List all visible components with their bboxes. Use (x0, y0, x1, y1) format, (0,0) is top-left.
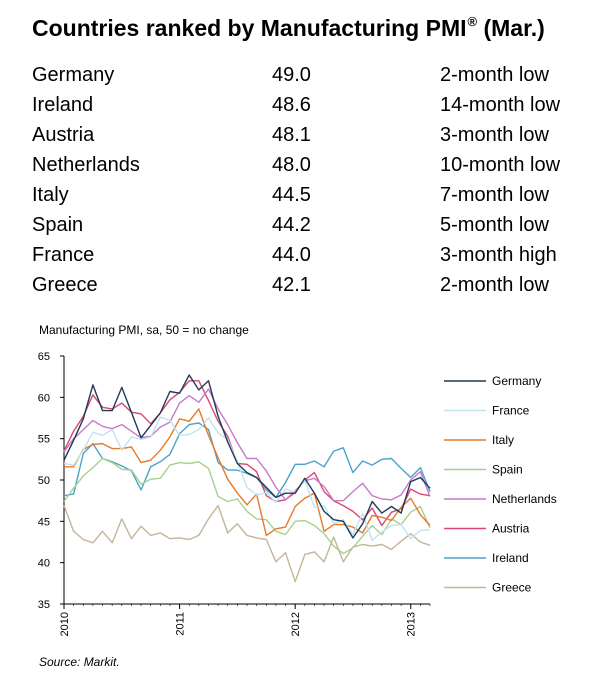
x-tick-label: 2011 (175, 612, 187, 636)
y-tick-label: 40 (38, 558, 50, 570)
legend-label: Ireland (492, 551, 529, 565)
ranking-country: Austria (32, 124, 95, 146)
series-line-italy (64, 408, 431, 537)
y-tick-label: 45 (38, 516, 50, 528)
series-line-france (63, 416, 431, 542)
series-line-ireland (63, 422, 431, 499)
ranking-row: Netherlands 48.0 10-month low (32, 150, 592, 180)
legend-label: France (492, 404, 530, 418)
chart-title: Manufacturing PMI, sa, 50 = no change (39, 323, 249, 337)
y-tick-label: 55 (38, 434, 50, 446)
y-tick-label: 50 (38, 475, 50, 487)
ranking-row: Ireland 48.6 14-month low (32, 90, 592, 120)
ranking-country: Germany (32, 64, 115, 86)
legend-label: Spain (492, 463, 523, 477)
ranking-row: Greece 42.1 2-month low (32, 270, 592, 300)
series-line-germany (63, 374, 431, 539)
ranking-row: Italy 44.5 7-month low (32, 180, 592, 210)
ranking-value: 48.6 (272, 94, 311, 116)
title-suffix: (Mar.) (483, 15, 545, 41)
y-tick-label: 65 (38, 351, 50, 363)
page-title: Countries ranked by Manufacturing PMI® (… (32, 14, 545, 42)
ranking-value: 44.2 (272, 214, 311, 236)
series-line-spain (63, 457, 431, 555)
ranking-country: Greece (32, 274, 98, 296)
legend-label: Greece (492, 581, 532, 595)
legend-label: Germany (492, 374, 541, 388)
y-tick-label: 35 (38, 599, 50, 611)
registered-mark: ® (467, 14, 478, 29)
title-text: Countries ranked by Manufacturing PMI (32, 15, 467, 41)
ranking-row: Spain 44.2 5-month low (32, 210, 592, 240)
ranking-note: 7-month low (440, 184, 549, 206)
ranking-table: Germany 49.0 2-month low Ireland 48.6 14-mon… (32, 60, 592, 300)
series-line-greece (63, 504, 431, 583)
series-line-austria (63, 380, 431, 527)
legend-label: Netherlands (492, 492, 557, 506)
legend-label: Italy (492, 433, 514, 447)
ranking-note: 3-month low (440, 124, 549, 146)
ranking-country: Ireland (32, 94, 94, 116)
ranking-country: Netherlands (32, 154, 140, 176)
ranking-note: 2-month low (440, 274, 549, 296)
ranking-row: France 44.0 3-month high (32, 240, 592, 270)
ranking-note: 10-month low (440, 154, 561, 176)
ranking-row: Germany 49.0 2-month low (32, 60, 592, 90)
x-tick-label: 2013 (406, 612, 418, 636)
ranking-value: 48.1 (272, 124, 311, 146)
ranking-country: Italy (32, 184, 69, 206)
x-tick-label: 2010 (59, 612, 71, 636)
ranking-note: 3-month high (440, 244, 557, 266)
ranking-note: 14-month low (440, 94, 561, 116)
ranking-value: 48.0 (272, 154, 311, 176)
pmi-line-chart: 35 40 45 50 55 60 65 2010 2011 2012 2013 Germany Fra… (38, 351, 557, 636)
ranking-value: 44.5 (272, 184, 311, 206)
legend-label: Austria (492, 522, 530, 536)
ranking-value: 44.0 (272, 244, 311, 266)
y-tick-label: 60 (38, 392, 50, 404)
ranking-value: 49.0 (272, 64, 311, 86)
series-line-netherlands (63, 388, 431, 502)
source-note: Source: Markit. (39, 655, 120, 669)
ranking-value: 42.1 (272, 274, 311, 296)
ranking-country: France (32, 244, 95, 266)
ranking-note: 2-month low (440, 64, 549, 86)
ranking-row: Austria 48.1 3-month low (32, 120, 592, 150)
ranking-note: 5-month low (440, 214, 549, 236)
ranking-country: Spain (32, 214, 84, 236)
x-tick-label: 2012 (290, 612, 302, 636)
